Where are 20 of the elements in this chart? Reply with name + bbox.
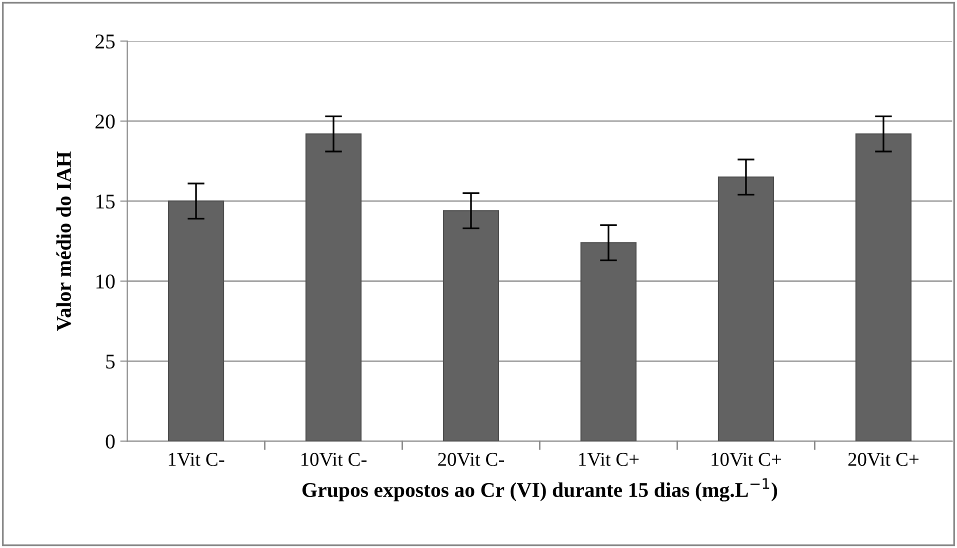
y-tick-label: 5 [106, 354, 115, 369]
bar [305, 133, 362, 442]
y-tick-label: 10 [96, 274, 115, 289]
y-tick-label: 25 [96, 34, 115, 49]
y-tick-label: 20 [96, 114, 115, 129]
x-tick-label: 10Vit C+ [712, 452, 781, 466]
x-tick-label: 1Vit C+ [579, 452, 639, 466]
x-tick-label: 1Vit C- [168, 452, 224, 466]
y-tick-label: 0 [106, 434, 115, 449]
x-axis-title: Grupos expostos ao Cr (VI) durante 15 dias (mg.L$^{−1}$) [302, 478, 778, 502]
bar [442, 210, 500, 442]
x-tick-label: 20Vit C- [438, 452, 504, 466]
bar [718, 176, 774, 442]
x-tick-label: 10Vit C- [302, 452, 367, 466]
y-axis-title: Valor médio do IAH [56, 151, 72, 331]
x-tick-label: 20Vit C+ [848, 452, 918, 466]
bar [168, 200, 224, 442]
bar [855, 133, 912, 442]
y-tick-label: 15 [96, 194, 115, 209]
bar [580, 242, 637, 442]
